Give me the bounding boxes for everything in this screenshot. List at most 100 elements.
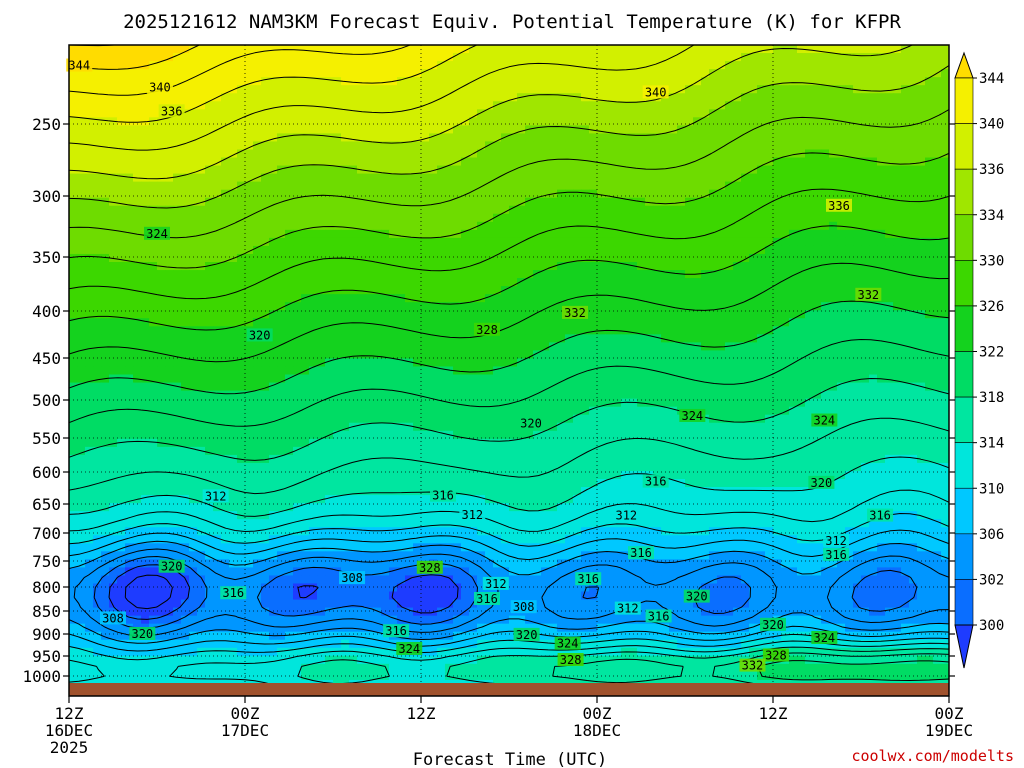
field-cell <box>413 398 422 408</box>
field-cell <box>837 318 846 327</box>
field-cell <box>605 350 614 360</box>
field-cell <box>181 189 190 199</box>
field-cell <box>277 382 286 392</box>
field-cell <box>237 310 246 319</box>
field-cell <box>333 93 342 102</box>
field-cell <box>301 374 310 384</box>
field-cell <box>125 189 134 199</box>
field-cell <box>557 253 566 263</box>
field-cell <box>477 149 486 159</box>
field-cell <box>413 406 422 416</box>
field-cell <box>645 366 654 376</box>
field-cell <box>941 109 949 118</box>
field-cell <box>133 358 142 368</box>
field-cell <box>501 93 510 102</box>
field-cell <box>669 245 678 255</box>
field-cell <box>485 61 494 70</box>
field-cell <box>261 237 270 247</box>
field-cell <box>173 342 182 352</box>
field-cell <box>165 318 174 327</box>
field-cell <box>837 141 846 151</box>
field-cell <box>389 61 398 70</box>
field-cell <box>853 374 862 384</box>
field-cell <box>789 221 798 231</box>
field-cell <box>109 93 118 102</box>
field-cell <box>797 350 806 360</box>
field-cell <box>189 382 198 392</box>
field-cell <box>933 382 942 392</box>
field-cell <box>669 61 678 70</box>
field-cell <box>669 213 678 223</box>
field-cell <box>605 77 614 86</box>
field-cell <box>93 334 102 343</box>
field-cell <box>597 237 606 247</box>
field-cell <box>837 77 846 86</box>
field-cell <box>821 181 830 191</box>
field-cell <box>669 262 678 271</box>
field-cell <box>357 278 366 287</box>
field-cell <box>405 398 414 408</box>
field-cell <box>277 109 286 118</box>
field-cell <box>221 109 230 118</box>
field-cell <box>733 85 742 94</box>
field-cell <box>549 374 558 384</box>
field-cell <box>629 221 638 231</box>
field-cell <box>261 278 270 287</box>
field-cell <box>197 310 206 319</box>
field-cell <box>717 382 726 392</box>
field-cell <box>845 294 854 303</box>
field-cell <box>477 173 486 183</box>
field-cell <box>349 61 358 70</box>
field-cell <box>925 334 934 343</box>
field-cell <box>845 398 854 408</box>
field-cell <box>717 109 726 118</box>
field-cell <box>477 77 486 86</box>
field-cell <box>309 117 318 126</box>
field-cell <box>117 262 126 271</box>
field-cell <box>85 302 94 311</box>
field-cell <box>933 245 942 255</box>
field-cell <box>149 101 158 110</box>
field-cell <box>117 53 126 62</box>
field-cell <box>693 390 702 400</box>
field-cell <box>669 302 678 311</box>
field-cell <box>549 326 558 335</box>
field-cell <box>181 53 190 62</box>
field-cell <box>133 117 142 126</box>
field-cell <box>365 197 374 207</box>
field-cell <box>637 334 646 343</box>
field-cell <box>221 61 230 70</box>
field-cell <box>453 101 462 110</box>
field-cell <box>645 350 654 360</box>
field-cell <box>845 85 854 94</box>
field-cell <box>405 125 414 135</box>
field-cell <box>733 45 742 54</box>
field-cell <box>333 229 342 239</box>
field-cell <box>389 406 398 416</box>
field-cell <box>357 125 366 135</box>
field-cell <box>125 93 134 102</box>
field-cell <box>309 229 318 239</box>
field-cell <box>93 205 102 215</box>
field-cell <box>741 229 750 239</box>
field-cell <box>301 93 310 102</box>
field-cell <box>941 342 949 352</box>
field-cell <box>701 294 710 303</box>
field-cell <box>213 45 222 54</box>
field-cell <box>509 45 518 54</box>
field-cell <box>309 157 318 167</box>
field-cell <box>821 133 830 143</box>
field-cell <box>149 366 158 376</box>
field-cell <box>917 53 926 62</box>
field-cell <box>741 350 750 360</box>
field-cell <box>525 374 534 384</box>
field-cell <box>381 165 390 175</box>
field-cell <box>277 157 286 167</box>
field-cell <box>69 213 78 223</box>
field-cell <box>717 189 726 199</box>
field-cell <box>453 390 462 400</box>
field-cell <box>309 318 318 327</box>
field-cell <box>93 245 102 255</box>
field-cell <box>253 390 262 400</box>
field-cell <box>261 117 270 126</box>
